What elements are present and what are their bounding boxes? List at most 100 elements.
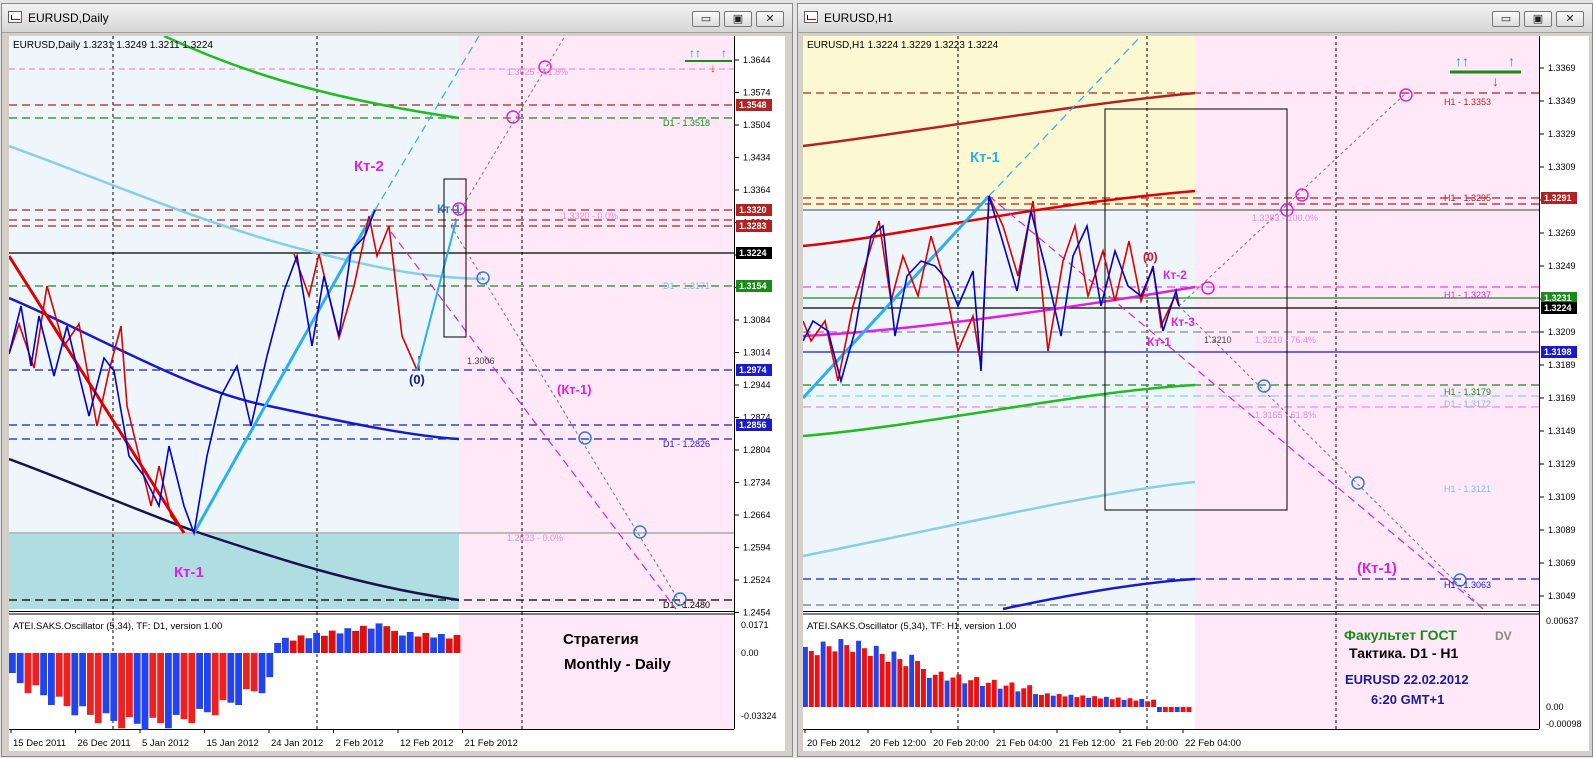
level-label: D1 - 1.3172 (1444, 399, 1491, 409)
osc-bar (1092, 696, 1097, 707)
osc-bar (808, 651, 814, 707)
osc-bar (313, 633, 320, 653)
faculty-title: Факультет ГОСТ (1344, 627, 1457, 643)
restore-button[interactable]: ▣ (1524, 11, 1552, 27)
chart-area[interactable]: ↑↑ ↑ ↓ EURUSD,H1 1.3224 1.3229 1.3223 1.… (801, 35, 1589, 751)
time-axis[interactable]: 15 Dec 2011 26 Dec 2011 5 Jan 2012 15 Jan 2… (10, 729, 518, 749)
osc-bar (367, 628, 375, 653)
osc-bar (24, 653, 32, 694)
level-label: H1 - 1.3121 (1444, 484, 1491, 494)
osc-bar (844, 645, 850, 707)
price-axis[interactable]: 1.33691.33491.33291.33091.32891.32691.32… (1540, 63, 1576, 601)
osc-bar (1168, 707, 1174, 712)
time-axis[interactable]: 20 Feb 2012 20 Feb 12:00 20 Feb 20:00 21 Fe… (804, 729, 1241, 749)
price-tick-label: 1.2524 (743, 575, 771, 585)
window-title: EURUSD,Daily (28, 11, 109, 25)
osc-bar (32, 653, 40, 686)
wave-label: Кт-1 (174, 564, 204, 581)
svg-text:↑↑: ↑↑ (1455, 53, 1469, 69)
oscillator-title: ATEI.SAKS.Oscillator (5,34), TF: D1, ver… (13, 621, 222, 632)
osc-bar (445, 638, 453, 653)
price-tick-label: 1.3189 (1548, 360, 1576, 370)
osc-bar (968, 680, 974, 707)
osc-bar (344, 628, 352, 653)
time-tick-label: 15 Jan 2012 (207, 738, 259, 749)
osc-bar (915, 660, 920, 707)
price-tick-label: 1.3269 (1548, 228, 1576, 238)
osc-bar (944, 680, 950, 707)
price-tick-label: 1.3084 (743, 315, 771, 325)
price-tag-label: 1.3320 (739, 205, 767, 215)
osc-bar (1068, 694, 1074, 707)
osc-bar (873, 645, 879, 707)
title-bar[interactable]: EURUSD,H1 ▭ ▣ ✕ (798, 4, 1592, 33)
price-tick-label: 1.2804 (743, 445, 771, 455)
price-tick-label: 1.3109 (1548, 492, 1576, 502)
title-bar[interactable]: EURUSD,Daily ▭ ▣ ✕ (2, 4, 792, 33)
time-tick-label: 20 Feb 2012 (807, 738, 860, 749)
svg-text:↓: ↓ (1492, 73, 1499, 89)
time-tick-label: 20 Feb 12:00 (870, 738, 926, 749)
pair-date-label: EURUSD 22.02.2012 (1345, 672, 1469, 687)
osc-bar (321, 635, 328, 653)
osc-bar (1056, 694, 1062, 707)
time-tick-label: 15 Dec 2011 (13, 738, 66, 749)
osc-bar (126, 653, 133, 718)
wave-label: (0) (1143, 250, 1158, 264)
close-button[interactable]: ✕ (756, 11, 784, 27)
osc-tick-label: 0.00 (741, 648, 759, 658)
osc-bar (991, 679, 997, 707)
osc-bar (1162, 707, 1168, 712)
osc-bar (1103, 696, 1109, 707)
osc-bar (118, 653, 125, 729)
osc-bar (1033, 694, 1038, 707)
minimize-button[interactable]: ▭ (1492, 11, 1520, 27)
price-tick-label: 1.3364 (743, 185, 771, 195)
osc-bar (453, 635, 461, 653)
osc-bar (79, 653, 86, 707)
price-tag (736, 220, 772, 232)
osc-bar (1133, 700, 1139, 707)
osc-bar (282, 637, 289, 653)
wave-label: Кт-1 (1147, 335, 1171, 349)
price-tick-label: 1.2664 (743, 510, 771, 520)
price-tag (736, 419, 772, 431)
osc-bar (165, 653, 172, 729)
osc-bar (820, 641, 826, 707)
osc-bar (897, 659, 903, 707)
svg-text:↑↑: ↑↑ (689, 46, 701, 60)
chart-area[interactable]: ↑↑ ↑ ↓ EURUSD,Daily 1.3231 1.3249 1.3211… (7, 34, 785, 751)
osc-bar (149, 653, 157, 718)
chart-canvas[interactable]: ↑↑ ↑ ↓ EURUSD,Daily 1.3231 1.3249 1.3211… (7, 34, 785, 751)
osc-bar (814, 655, 820, 707)
osc-bar (297, 635, 305, 653)
wave-label: (0) (409, 372, 425, 387)
price-tag-label: 1.3291 (1544, 193, 1572, 203)
price-axis[interactable]: 1.36441.35741.35041.34341.33641.32941.32… (735, 55, 771, 618)
osc-bar (1050, 695, 1056, 707)
close-button[interactable]: ✕ (1556, 11, 1584, 27)
level-label: H1 - 1.3179 (1444, 387, 1491, 397)
restore-button[interactable]: ▣ (724, 11, 752, 27)
fib-label: 1.2623 - 0.0% (507, 533, 563, 543)
osc-bar (1086, 697, 1092, 707)
tactic-label: Тактика. D1 - H1 (1349, 645, 1458, 661)
minimize-button[interactable]: ▭ (692, 11, 720, 27)
osc-bar (850, 651, 856, 707)
osc-bar (932, 674, 938, 707)
price-tick-label: 1.3209 (1548, 327, 1576, 337)
chart-window-daily[interactable]: EURUSD,Daily ▭ ▣ ✕ (1, 3, 793, 757)
osc-bar (1027, 685, 1033, 707)
osc-bar (838, 639, 844, 707)
chart-canvas[interactable]: ↑↑ ↑ ↓ EURUSD,H1 1.3224 1.3229 1.3223 1.… (801, 35, 1589, 751)
osc-bar (352, 631, 359, 653)
price-tick-label: 1.2454 (743, 608, 771, 618)
osc-bar (250, 653, 258, 692)
wave-label: Кт-3 (1171, 315, 1195, 329)
price-tick-label: 1.3369 (1548, 63, 1576, 73)
level-label: D1 - 1.3518 (663, 118, 710, 128)
chart-window-h1[interactable]: EURUSD,H1 ▭ ▣ ✕ (797, 3, 1593, 757)
price-tick-label: 1.3129 (1548, 459, 1576, 469)
price-label: 1.3210 (1204, 335, 1232, 345)
time-tick-label: 21 Feb 20:00 (1122, 738, 1178, 749)
